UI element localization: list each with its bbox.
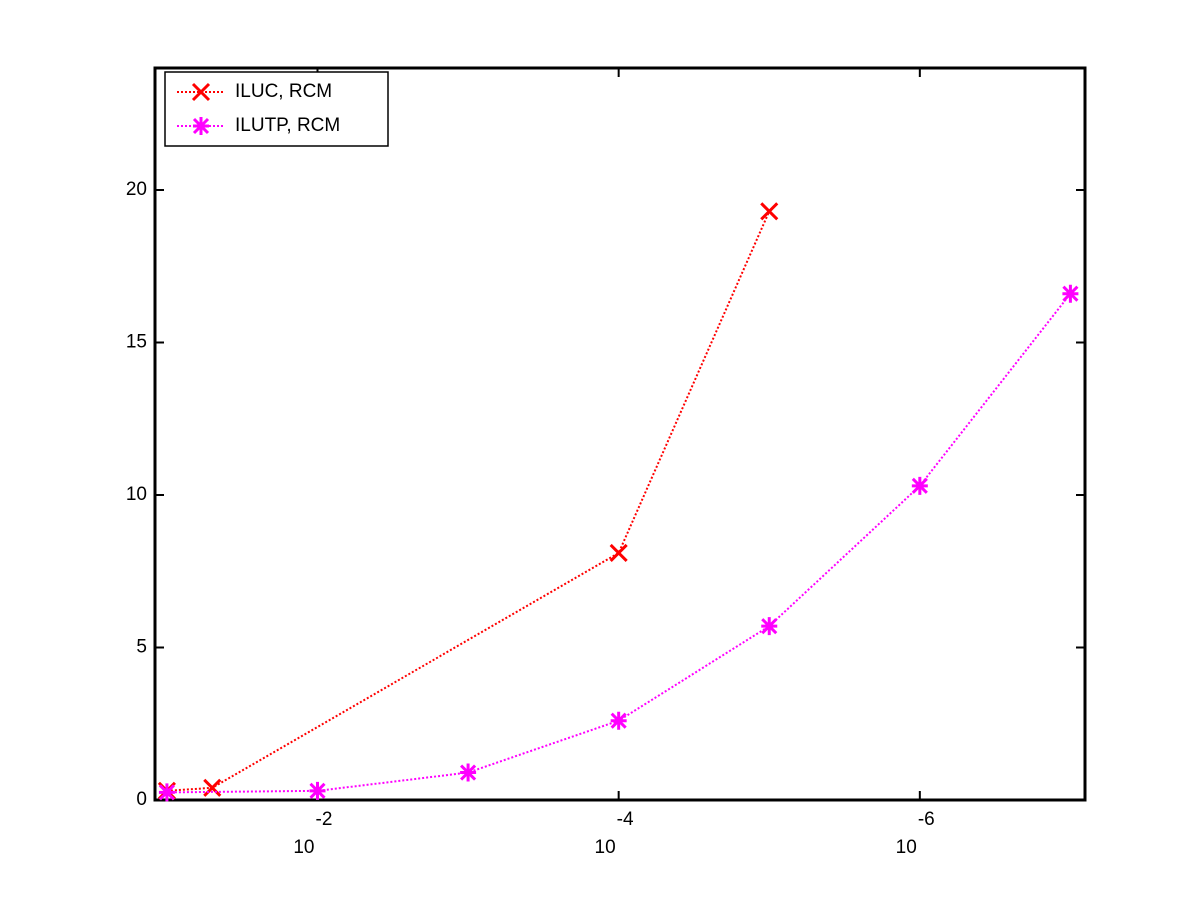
y-tick-label: 5 [136, 637, 147, 658]
marker [760, 202, 779, 221]
x-tick-exponent: -6 [918, 809, 935, 830]
marker [609, 543, 628, 563]
x-tick-label: 10 [595, 837, 616, 858]
marker [158, 783, 175, 802]
legend-marker [191, 82, 211, 102]
y-tick-label: 15 [126, 332, 147, 353]
x-tick-exponent: -4 [617, 809, 634, 830]
legend-label: ILUC, RCM [235, 81, 332, 102]
plot-frame [153, 66, 1087, 802]
y-tick-label: 20 [126, 179, 147, 200]
legend-marker [192, 117, 210, 135]
marker [911, 476, 928, 495]
y-tick-label: 10 [126, 484, 147, 505]
x-tick-exponent: -2 [316, 809, 333, 830]
x-tick-label: 10 [293, 837, 314, 858]
series-line [166, 210, 771, 792]
marker [610, 711, 627, 730]
marker [761, 617, 778, 636]
marker [1062, 284, 1079, 303]
marker [203, 778, 222, 797]
marker [460, 763, 477, 782]
marker [309, 781, 326, 800]
y-tick-label: 0 [136, 789, 147, 810]
legend-label: ILUTP, RCM [235, 115, 340, 136]
x-tick-label: 10 [896, 837, 917, 858]
